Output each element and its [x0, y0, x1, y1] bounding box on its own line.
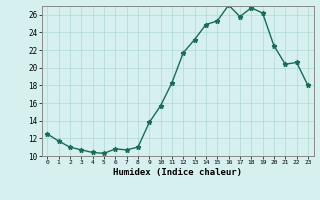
X-axis label: Humidex (Indice chaleur): Humidex (Indice chaleur) — [113, 168, 242, 177]
